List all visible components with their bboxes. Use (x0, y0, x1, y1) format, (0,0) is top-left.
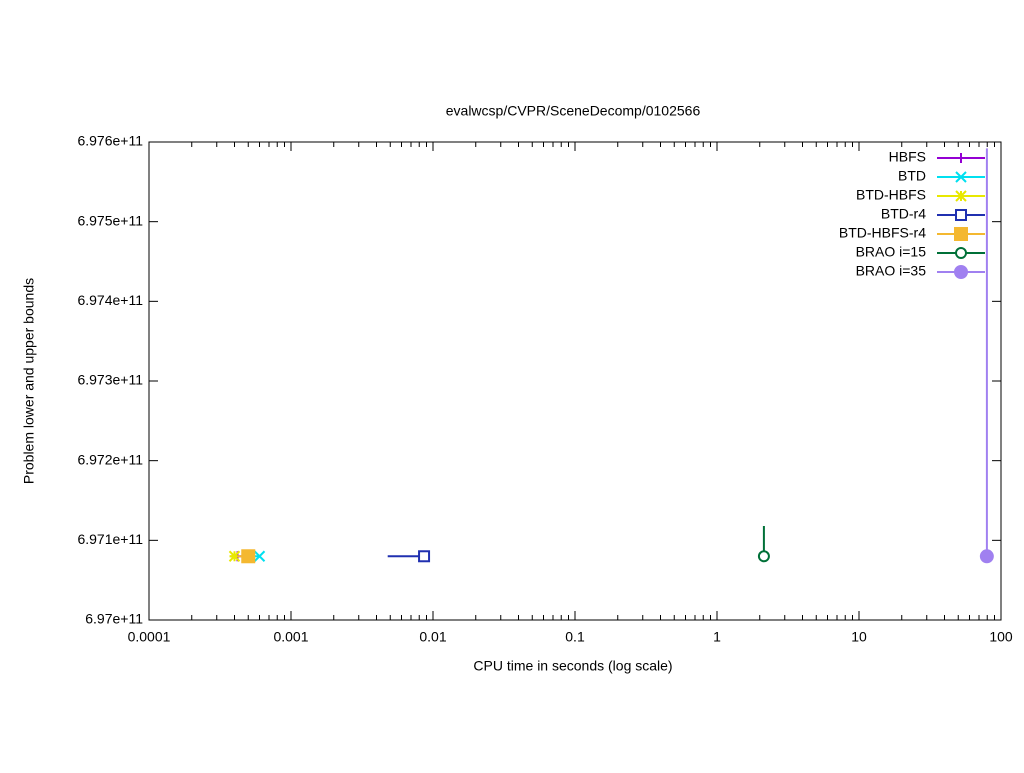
x-tick-label: 0.01 (419, 629, 446, 645)
marker (955, 190, 967, 202)
x-tick-label: 0.0001 (128, 629, 171, 645)
legend-item: BTD-r4 (881, 206, 985, 222)
y-tick-label: 6.972e+11 (77, 451, 143, 467)
marker (955, 171, 967, 183)
y-axis-label: Problem lower and upper bounds (21, 278, 37, 484)
y-tick-label: 6.976e+11 (77, 133, 143, 149)
marker (955, 209, 967, 221)
x-tick-label: 10 (851, 629, 867, 645)
legend-item: BTD-HBFS (856, 187, 985, 203)
y-tick-label: 6.975e+11 (77, 212, 143, 228)
chart-title: evalwcsp/CVPR/SceneDecomp/0102566 (446, 103, 701, 119)
plot-frame (148, 141, 1002, 621)
marker (954, 227, 968, 241)
y-tick-label: 6.971e+11 (77, 531, 143, 547)
marker (956, 153, 966, 163)
legend-label: BTD-HBFS-r4 (839, 225, 926, 241)
y-tick-label: 6.973e+11 (77, 372, 143, 388)
legend-label: HBFS (889, 149, 926, 165)
marker (757, 550, 770, 563)
x-tick-label: 1 (713, 629, 721, 645)
plot-area (228, 148, 994, 564)
y-tick-label: 6.974e+11 (77, 292, 143, 308)
legend-label: BTD-r4 (881, 206, 926, 222)
marker (954, 265, 968, 279)
legend-item: HBFS (889, 149, 985, 165)
legend-item: BTD (898, 168, 985, 184)
marker (418, 550, 431, 563)
legend-label: BRAO i=15 (856, 244, 927, 260)
legend-label: BTD (898, 168, 926, 184)
x-axis-label: CPU time in seconds (log scale) (473, 658, 672, 674)
marker (241, 549, 256, 564)
marker (253, 550, 266, 562)
legend-item: BRAO i=15 (856, 244, 985, 260)
legend-item: BTD-HBFS-r4 (839, 225, 985, 241)
marker (955, 247, 967, 259)
legend-label: BRAO i=35 (856, 263, 927, 279)
x-tick-label: 0.1 (565, 629, 585, 645)
marker (979, 549, 994, 564)
y-tick-label: 6.97e+11 (85, 611, 143, 627)
legend-label: BTD-HBFS (856, 187, 926, 203)
legend-item: BRAO i=35 (856, 263, 985, 279)
x-tick-label: 100 (989, 629, 1013, 645)
x-tick-label: 0.001 (273, 629, 308, 645)
